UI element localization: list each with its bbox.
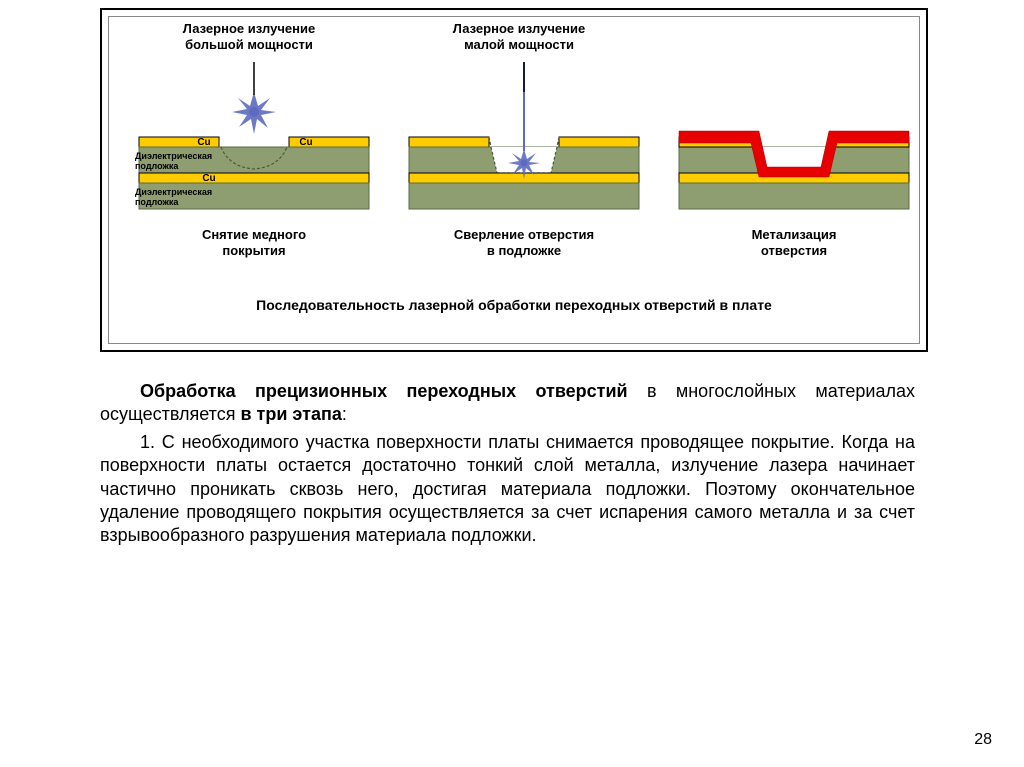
stage3-label: Метализацияотверстия [689,227,899,260]
stage-2 [409,62,639,209]
para1-colon: : [342,404,347,424]
para1-bold1: Обработка прецизионных переходных отверс… [140,381,628,401]
diagram-caption: Последовательность лазерной обработки пе… [109,297,919,313]
para-1: Обработка прецизионных переходных отверс… [100,380,915,427]
diagram-frame: Лазерное излучениебольшой мощности Лазер… [100,8,928,352]
stage2-label: Сверление отверстияв подложке [409,227,639,260]
label-substrate-1: Диэлектрическая подложка [135,151,255,171]
diagram-inner: Лазерное излучениебольшой мощности Лазер… [108,16,920,344]
stage1-label: Снятие медногопокрытия [154,227,354,260]
svg-text:Cu: Cu [202,173,215,184]
para-2: 1. С необходимого участка поверхности пл… [100,431,915,548]
page-number: 28 [974,731,992,749]
label-substrate-2: Диэлектрическая подложка [135,187,255,207]
body-text: Обработка прецизионных переходных отверс… [100,380,915,552]
svg-text:Cu: Cu [197,137,210,148]
para1-bold2: в три этапа [240,404,341,424]
svg-text:Cu: Cu [299,137,312,148]
stage-3 [679,131,909,209]
